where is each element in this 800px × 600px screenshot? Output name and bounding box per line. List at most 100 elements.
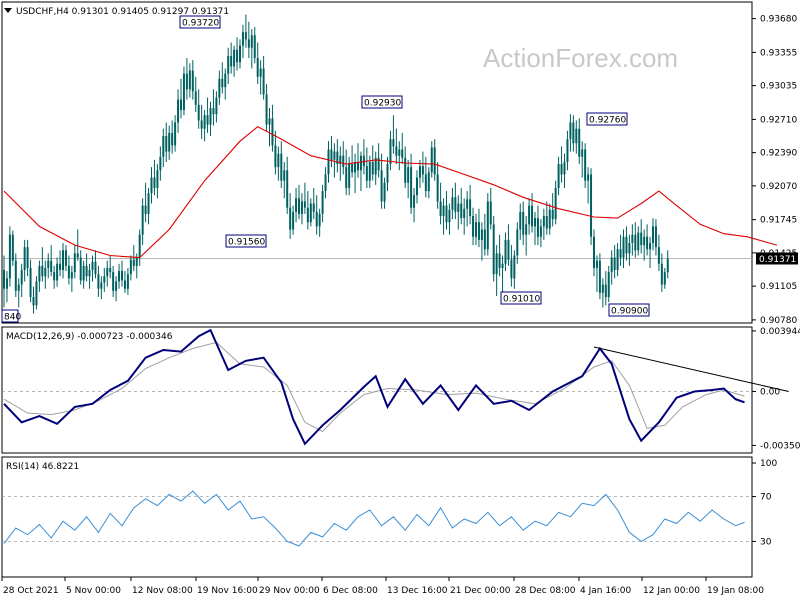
candle-body [177, 99, 180, 123]
candle-body [271, 118, 274, 146]
candle-body [348, 164, 351, 188]
candle-body [448, 209, 451, 223]
price-annotation-box [179, 15, 221, 29]
candle-body [504, 239, 507, 264]
dropdown-triangle-icon[interactable] [4, 8, 12, 13]
candle-body [303, 201, 306, 208]
candle-body [283, 170, 286, 181]
candle-body [135, 257, 138, 266]
candle-body [79, 257, 82, 281]
candle-body [531, 205, 534, 227]
candle-body [132, 259, 135, 266]
macd-title: MACD(12,26,9) -0.000723 -0.000346 [6, 332, 173, 342]
candle-body [416, 177, 418, 196]
price-annotation-box [586, 112, 628, 126]
candle-body [631, 234, 634, 244]
x-tick-label: 6 Dec 08:00 [323, 586, 378, 596]
candle-body [156, 170, 159, 188]
candle-body [47, 260, 50, 268]
candle-body [121, 271, 123, 281]
price-annotation-box [361, 95, 403, 109]
candle-body [88, 270, 91, 277]
candle-body [649, 243, 652, 250]
candle-body [247, 39, 250, 48]
macd-line [3, 328, 745, 446]
candle-body [11, 234, 14, 261]
candle-body [542, 216, 545, 227]
candle-body [330, 149, 333, 160]
candle-body [138, 234, 141, 258]
symbol-header: USDCHF,H4 0.91301 0.91405 0.91297 0.9137… [16, 7, 229, 17]
candle-body [168, 132, 171, 152]
candle-body [62, 250, 64, 271]
candle-body [354, 161, 357, 173]
candle-body [327, 149, 330, 175]
macd-tick-label: 0.003944 [760, 327, 800, 337]
candle-body [371, 161, 374, 175]
candle-body [401, 149, 404, 158]
candle-body [224, 73, 227, 88]
price-annotation-label: 0.91010 [503, 295, 540, 305]
rsi-title: RSI(14) 46.8221 [6, 462, 79, 472]
candle-body [32, 297, 35, 306]
candle-body [103, 276, 106, 283]
candle-body [483, 229, 486, 250]
candle-body [436, 174, 439, 202]
candle-body [404, 157, 407, 183]
candle-body [236, 49, 239, 63]
candle-body [265, 94, 268, 125]
x-tick-label: 28 Dec 08:00 [515, 586, 576, 596]
labels: 0.93720 0.92930 0.92760 0.91560 0.91010 0.909… [1, 15, 650, 323]
candle-body [203, 115, 206, 129]
candle-body [126, 274, 129, 289]
candle-body [486, 201, 489, 250]
candle-body [466, 199, 469, 209]
candle-body [94, 261, 97, 275]
candle-body [221, 78, 224, 88]
candle-body [306, 207, 309, 223]
candle-body [106, 267, 109, 277]
candle-body [593, 236, 595, 268]
price-annotation-box [500, 291, 542, 305]
candle-body [253, 35, 256, 59]
candle-body [451, 197, 454, 210]
candle-body [268, 118, 271, 125]
candle-body [197, 104, 200, 121]
candle-body [359, 155, 362, 171]
candle-body [652, 226, 654, 244]
candle-body [554, 187, 557, 220]
candle-body [23, 247, 26, 271]
x-tick-label: 29 Nov 00:00 [259, 586, 320, 596]
candle-body [519, 211, 522, 230]
candle-body [365, 166, 368, 181]
candle-body [73, 253, 76, 273]
candle-body [227, 56, 230, 74]
candle-body [315, 211, 318, 227]
candle-body [454, 197, 457, 212]
candle-body [666, 258, 669, 273]
candle-body [97, 274, 100, 289]
candle-body [616, 249, 619, 271]
candle-body [545, 216, 548, 229]
candle-body [457, 203, 460, 212]
candle-body [292, 211, 295, 230]
candle-body [625, 236, 628, 254]
candle-body [241, 32, 244, 46]
candle-body [528, 205, 531, 225]
candle-body [575, 128, 578, 144]
candle-body [536, 218, 539, 237]
candle-body [280, 153, 283, 181]
candle-body [584, 149, 587, 181]
candle-body [640, 232, 643, 246]
candle-body [182, 73, 185, 111]
candle-body [109, 267, 112, 273]
candle-body [324, 174, 327, 192]
price-annotation-label: 0.92760 [589, 116, 626, 126]
candle-body [239, 45, 241, 63]
price-annotation-label: 0.91560 [228, 238, 265, 248]
candle-body [507, 239, 510, 260]
candle-body [256, 58, 259, 77]
candle-body [112, 272, 115, 291]
candle-body [460, 203, 463, 219]
